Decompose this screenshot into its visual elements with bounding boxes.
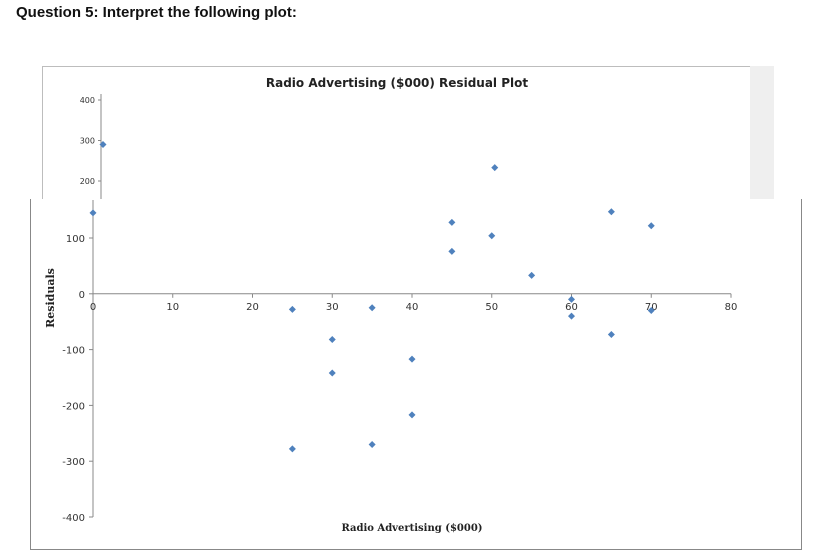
x-tick-label: 20 [246,302,259,313]
y-tick-label: -300 [62,457,85,468]
data-point [408,411,416,419]
x-tick-label: 80 [725,302,738,313]
y-tick-label: -200 [62,401,85,412]
data-point [408,355,416,363]
y-tick-label: 100 [66,234,85,245]
x-tick-label: 30 [326,302,339,313]
data-point [288,305,296,313]
data-point [647,307,655,315]
data-point [568,312,575,320]
data-point [448,247,456,255]
fragment-y-tick-label: 400 [80,96,95,105]
x-tick-label: 0 [90,302,96,313]
y-tick-label: 0 [79,290,85,301]
chart-title: Radio Advertising ($000) Residual Plot [265,76,529,90]
fragment-data-point [99,141,107,149]
x-tick-label: 60 [565,302,578,313]
data-point [607,208,615,216]
data-point [368,440,376,448]
data-point [448,218,456,226]
x-tick-label: 10 [166,302,179,313]
y-tick-label: -100 [62,346,85,357]
fragment-data-point [491,164,499,172]
y-axis-title: Residuals [44,268,57,328]
question-text: Question 5: Interpret the following plot… [16,4,297,21]
data-point [89,209,97,217]
x-tick-label: 50 [485,302,498,313]
data-point [607,331,615,339]
x-axis-title: Radio Advertising ($000) [341,523,482,534]
data-point [328,336,336,344]
fragment-side-strip [750,66,774,200]
data-point [288,445,296,453]
data-point [488,232,496,240]
data-point [568,295,575,303]
x-tick-label: 40 [406,302,419,313]
data-point [647,222,655,230]
main-chart-area [30,199,802,550]
data-point [368,304,376,312]
data-point [328,369,336,377]
fragment-y-tick-label: 200 [80,177,95,186]
data-point [528,271,536,279]
y-tick-label: -400 [62,513,85,524]
fragment-y-tick-label: 300 [80,137,95,146]
